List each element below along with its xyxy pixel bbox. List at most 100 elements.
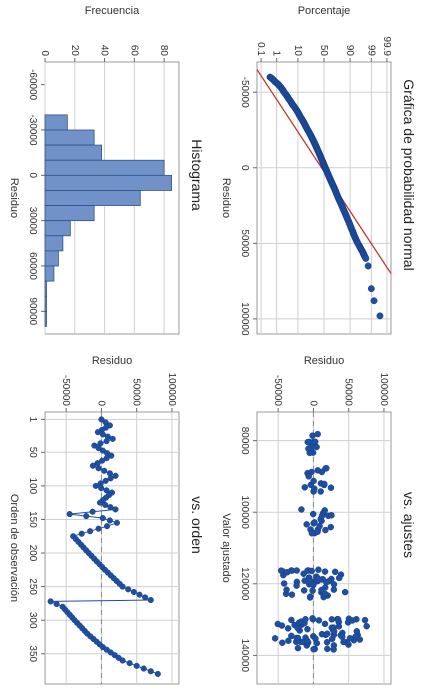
data-point [288,591,296,598]
data-point [367,285,375,293]
x-tick-label: 100000 [239,302,250,336]
data-point [87,528,94,535]
histogram-bar [44,235,64,252]
data-point [109,435,116,442]
x-tick-label: 300 [27,612,38,629]
data-point [323,638,331,646]
y-tick-label: 50000 [131,378,142,406]
data-point [130,588,137,596]
data-point [315,575,322,583]
data-point [313,639,321,647]
data-point [311,438,319,446]
data-point [330,628,338,635]
data-point [362,254,370,262]
y-tick-label: 0.1 [255,42,266,56]
x-tick-label: 30000 [27,207,38,235]
histogram-bar [44,250,59,267]
y-axis-label: Residuo [304,355,344,367]
histogram-bar [44,129,95,146]
data-point [133,662,140,669]
data-point [322,526,329,534]
data-point [89,508,96,515]
data-point [285,637,292,645]
data-point [136,591,143,598]
histogram-bar [44,205,95,222]
y-tick-label: 80 [158,45,169,57]
data-point [298,506,305,513]
data-point [279,639,286,647]
data-point [315,566,322,574]
data-point [107,475,114,482]
data-point [316,522,323,530]
data-point [104,523,111,530]
data-point [83,513,90,520]
y-tick-label: 0 [307,400,318,406]
x-tick-label: -30000 [27,114,38,146]
data-point [106,470,113,477]
plot-area [44,411,180,685]
data-point [99,431,106,438]
data-point [277,567,285,574]
panel-normal-probability: Gráfica de probabilidad normal Residuo Po… [213,0,425,350]
x-tick-label: 90000 [27,297,38,325]
y-tick-label: 99 [365,45,376,57]
y-tick-label: -50000 [60,375,71,407]
data-point [318,512,326,520]
data-point [353,628,361,635]
data-point [328,616,336,623]
data-point [308,567,316,575]
data-point [113,519,120,526]
histogram-plot: Residuo Frecuencia -60000 -30000 0 30000 60000… [8,5,180,335]
normal-probability-plot: Residuo Porcentaje -50000 0 50000 100000 0.1 1 1… [220,5,392,336]
data-point [147,596,154,604]
data-point [140,665,147,672]
data-point [288,616,295,624]
x-tick-label: 80000 [239,427,250,455]
data-point [361,616,369,624]
data-point [301,484,309,491]
y-axis-label: Frecuencia [85,5,140,17]
data-point [303,521,310,528]
data-point [331,568,339,576]
data-point [53,601,60,608]
data-point [363,622,370,630]
y-tick-label: 99.9 [381,37,392,57]
y-tick-label: 40 [99,45,110,57]
data-point [78,530,85,537]
data-point [309,510,317,518]
data-point [107,504,114,511]
x-tick-label: 150 [27,511,38,528]
vs-order-plot: Orden de observaciónResiduo1501001502002… [8,355,180,685]
y-tick-label: 10 [292,45,303,57]
x-tick-label: -50000 [239,77,250,109]
x-tick-label: 50 [27,447,38,459]
x-tick-label: 100 [27,478,38,495]
data-point [309,581,316,588]
data-point [108,452,115,459]
x-tick-label: 200 [27,545,38,562]
data-point [294,634,302,642]
y-tick-label: 60 [128,45,139,57]
data-point [314,528,321,535]
data-point [95,465,102,472]
data-point [142,594,149,601]
data-point [47,598,54,605]
x-tick-label: -60000 [27,69,38,101]
data-point [95,525,102,532]
vs-fits-plot: Valor ajustado Residuo 80000 100000 120000 14… [220,355,392,685]
vs-order-title: vs. orden [189,496,205,554]
histogram-bar [44,174,172,191]
data-point [112,506,119,513]
data-point [322,590,329,598]
data-point [102,477,109,484]
data-point [323,465,330,472]
data-point [317,488,324,495]
data-point [334,616,342,623]
data-point [364,262,372,270]
y-tick-label: -50000 [272,375,283,407]
data-point [278,622,286,629]
data-point [318,586,325,594]
plot-area [256,411,392,685]
x-tick-label: 0 [239,165,250,171]
data-point [305,473,312,480]
